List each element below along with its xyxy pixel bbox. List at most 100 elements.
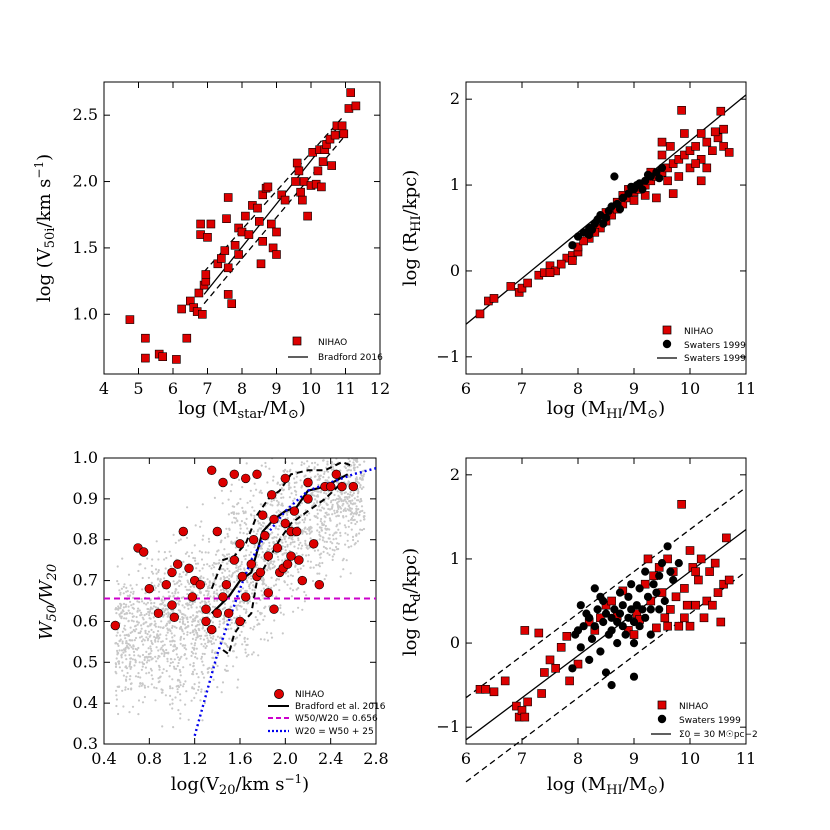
cloud-point [131,639,134,642]
cloud-point [317,483,320,487]
cloud-point [295,552,298,555]
cloud-point [188,582,191,586]
cloud-point [344,509,347,512]
cloud-point [280,487,283,490]
cloud-point [204,642,207,645]
data-point-nihao [217,254,226,263]
cloud-point [216,664,219,668]
cloud-point [199,610,202,613]
cloud-point [213,566,216,569]
cloud-point [193,557,197,560]
cloud-point [157,664,161,667]
cloud-point [118,649,121,652]
cloud-point [245,523,248,526]
cloud-point [363,518,366,521]
cloud-point [145,655,148,659]
data-points [110,465,358,635]
cloud-point [305,554,308,557]
cloud-point [208,603,212,606]
cloud-point [194,642,197,645]
cloud-point [157,569,160,572]
cloud-point [125,633,128,637]
cloud-point [268,541,271,544]
cloud-point [259,611,262,615]
cloud-point [179,684,182,687]
y-tick-labels: 0.30.40.50.60.70.80.91.0 [73,448,98,753]
y-tick-label: 1.5 [73,238,98,257]
cloud-point [359,497,362,501]
cloud-point [194,638,197,642]
cloud-point [257,528,260,532]
cloud-point [209,636,212,639]
cloud-point [244,651,247,654]
cloud-point [309,476,312,479]
cloud-point [286,583,289,586]
data-point-swaters [624,613,633,622]
cloud-point [121,689,124,692]
cloud-point [288,535,291,539]
legend: NIHAO Bradford 2016 [288,336,383,363]
cloud-point [318,538,321,541]
cloud-point [260,464,263,467]
cloud-point [237,502,240,505]
cloud-point [221,561,224,564]
cloud-point [157,637,160,640]
data-point-nihao [237,571,248,582]
cloud-point [291,535,294,539]
cloud-point [154,625,157,628]
cloud-point [264,461,267,465]
cloud-point [345,500,348,503]
cloud-point [197,676,200,679]
cloud-point [239,531,242,534]
cloud-point [132,628,135,632]
cloud-point [114,665,118,669]
cloud-point [344,543,347,546]
cloud-point [255,488,258,491]
cloud-point [204,634,207,637]
cloud-point [241,587,245,590]
data-point-nihao [652,193,661,203]
data-point-nihao [351,101,361,111]
cloud-point [117,660,121,663]
cloud-point [136,600,139,603]
cloud-point [193,544,196,547]
cloud-point [120,617,123,620]
cloud-point [286,517,289,520]
cloud-point [246,581,249,584]
data-point-swaters [649,580,658,589]
cloud-point [258,527,261,530]
cloud-point [270,586,273,590]
cloud-point [342,557,345,561]
cloud-point [324,511,327,515]
data-point-nihao [178,526,189,537]
cloud-point [260,491,263,495]
cloud-point [165,637,168,641]
cloud-point [160,603,163,606]
cloud-point [246,637,249,641]
data-point-nihao [218,592,228,602]
cloud-point [272,499,276,502]
cloud-point [226,562,229,565]
data-point-swaters [573,626,583,635]
cloud-point [252,494,255,497]
cloud-point [272,560,275,563]
cloud-point [134,661,137,664]
data-point-nihao [500,676,510,686]
cloud-point [303,518,307,521]
cloud-point [189,663,192,666]
cloud-point [132,596,135,600]
cloud-point [222,588,225,591]
cloud-point [251,506,254,509]
cloud-point [344,507,347,510]
data-point-swaters [590,584,599,593]
data-point-nihao [303,477,313,488]
cloud-point [162,668,165,671]
cloud-point [129,644,132,647]
cloud-point [152,616,155,619]
cloud-point [169,643,172,647]
cloud-point [199,618,202,621]
cloud-point [224,643,227,646]
legend-label-nihao: NIHAO [318,338,347,348]
data-point-nihao [167,567,177,578]
